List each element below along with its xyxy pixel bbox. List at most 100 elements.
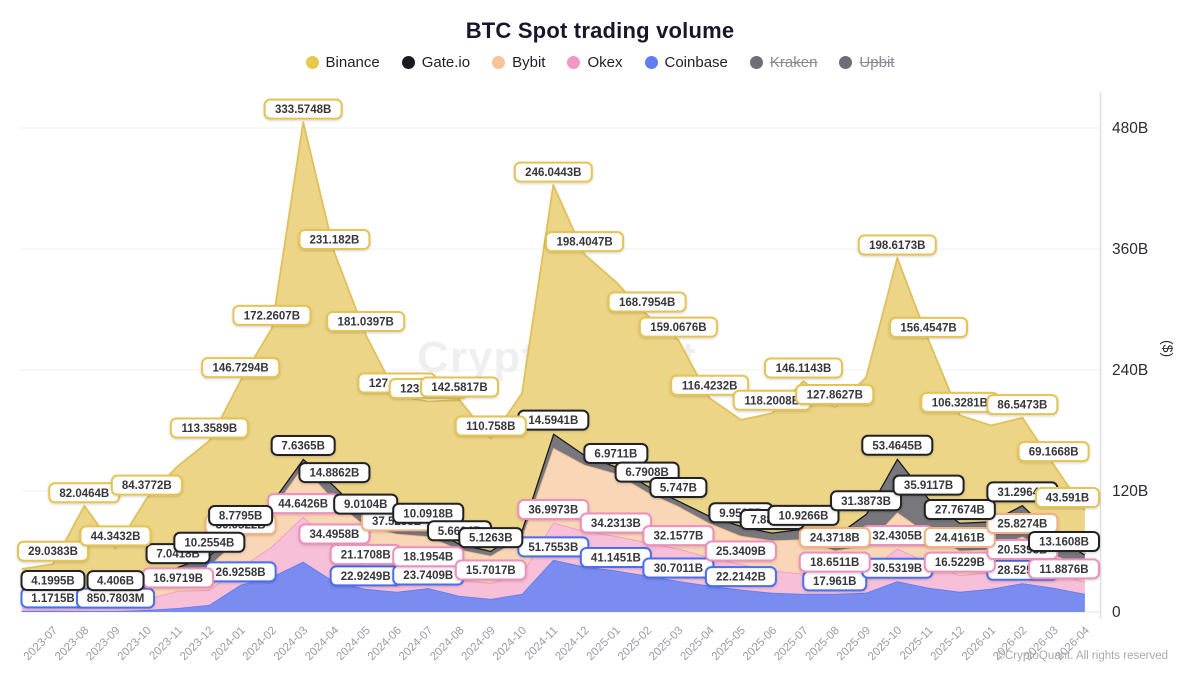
data-label-text: 53.4645B [872,440,922,452]
data-label: 27.7674B [923,499,996,521]
area-gate-io[interactable] [21,433,1085,600]
data-label: 1.1715B [20,587,86,609]
data-label: 69.1668B [1017,441,1090,463]
data-label-text: 146.7294B [212,363,268,375]
data-label-box [923,499,996,521]
legend-item-okex[interactable]: Okex [567,54,623,71]
data-label-text: 34.4958B [309,529,359,541]
data-label: 10.2554B [173,531,246,553]
data-label-text: 110.758B [466,421,515,433]
data-label-box [642,525,715,547]
data-label-box [326,311,406,333]
data-label: 172.2607B [232,304,312,326]
data-label: 10.0918B [392,502,465,524]
legend-swatch-icon [492,56,506,69]
data-label: 25.8274B [986,512,1059,534]
area-coinbase[interactable] [21,559,1085,612]
data-label-box [298,228,371,250]
data-label: 116.4232B [670,374,750,396]
data-label-text: 172.2607B [244,310,300,322]
data-label-text: 14.8862B [309,468,359,480]
x-tick-label: 2024-01 [209,625,247,663]
area-binance[interactable] [21,122,1085,596]
data-label: 333.5748B [263,98,343,120]
data-label-box [670,374,750,396]
legend-item-coinbase[interactable]: Coinbase [644,54,728,71]
data-label: 11.8876B [1028,558,1100,580]
data-label: 43.591B [1035,487,1100,509]
data-label-text: 9.0104B [344,499,387,511]
line-binance [21,121,1086,570]
data-label-text: 198.6173B [869,240,925,252]
data-label: 6.7908B [614,461,680,483]
data-label: 25.3409B [704,540,777,562]
legend-item-gate-io[interactable]: Gate.io [401,54,470,71]
data-label-text: 159.0676B [650,322,706,334]
legend-item-kraken[interactable]: Kraken [749,54,817,71]
x-tick-label: 2024-12 [553,625,591,663]
data-label: 41.1451B [579,547,652,569]
legend-item-label: Binance [325,54,380,71]
y-tick-label: 240B [1112,362,1148,379]
data-label-text: 5.1263B [469,533,512,545]
data-label-text: 850.7803M [87,593,145,605]
data-label-text: 10.0918B [403,508,453,520]
data-label-box [201,357,281,379]
data-label-text: 4.406B [97,576,134,588]
legend-swatch-icon [644,56,658,69]
data-label-box [579,512,652,534]
data-label-text: 25.3409B [716,546,766,558]
legend-item-label: Bybit [512,54,546,71]
data-label-text: 13.1608B [1039,536,1089,548]
data-label-box [1028,530,1100,552]
data-label-text: 23.7409B [403,570,453,582]
data-label: 14.5941B [517,409,590,431]
data-label-text: 198.4047B [556,237,612,249]
data-label: 17.961B [802,570,868,592]
x-tick-label: 2024-03 [272,625,310,663]
data-label-box [513,161,593,183]
data-label: 110.758B [454,415,527,437]
legend-item-bybit[interactable]: Bybit [492,54,545,71]
data-label: 181.0397B [326,311,406,333]
data-label-text: 18.6511B [810,557,859,569]
data-label-box [857,234,937,256]
data-label-box [830,490,903,512]
data-label-box [208,505,274,527]
x-tick-label: 2026-01 [960,625,998,663]
data-label-text: 32.4305B [872,531,922,543]
data-label: 32.1577B [642,525,715,547]
y-tick-label: 480B [1112,120,1148,137]
data-label: 22.9249B [329,565,402,587]
data-label-box [392,502,465,524]
y-axis-unit: ($) [1160,340,1176,357]
data-label: 30.7011B [642,557,715,579]
data-label-text: 7.6365B [281,440,324,452]
legend-item-binance[interactable]: Binance [305,54,380,71]
data-label-text: 8.7795B [219,511,262,523]
x-tick-label: 2025-03 [647,625,685,663]
data-label-box [607,291,687,313]
data-label: 14.8862B [298,462,371,484]
data-label-box [392,546,465,568]
data-label-text: 6.7908B [625,467,668,479]
data-label-box [795,383,875,405]
data-label-box [986,394,1059,416]
x-tick-label: 2024-10 [491,625,529,663]
data-label-text: 181.0397B [338,317,394,329]
data-label: 850.7803M [76,587,156,609]
data-label-box [454,415,527,437]
data-label: 113.3589B [169,417,249,439]
x-tick-label: 2024-06 [366,625,404,663]
data-label: 86.5473B [986,394,1059,416]
data-label-text: 10.2554B [184,537,234,549]
data-label-box [270,434,336,456]
data-label: 159.0676B [638,316,718,338]
data-label-text: 16.9719B [153,573,203,585]
x-tick-label: 2025-02 [616,625,654,663]
data-label-text: 15.7017B [466,565,516,577]
legend-swatch-icon [567,56,581,69]
legend-item-upbit[interactable]: Upbit [839,54,894,71]
data-label-text: 44.6426B [278,499,328,511]
